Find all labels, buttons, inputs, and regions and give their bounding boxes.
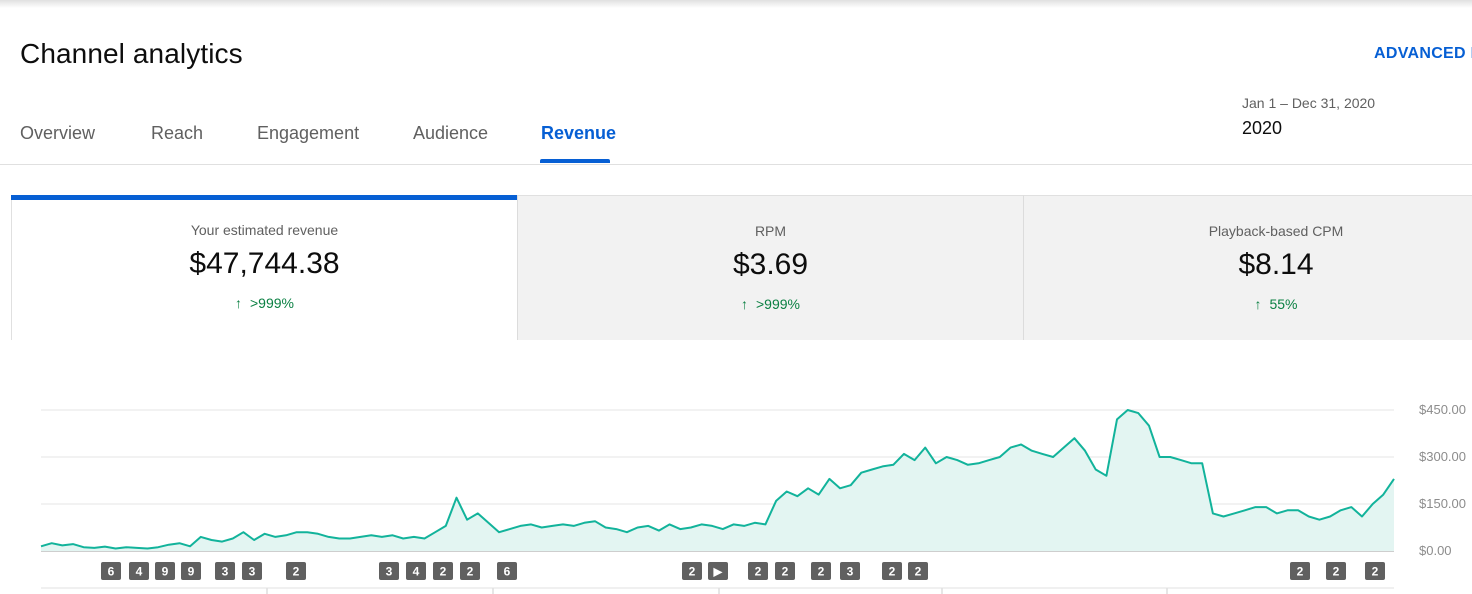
annotation-badge-label: 2 (1333, 565, 1340, 579)
annotation-badge (708, 562, 728, 580)
annotation-badge-label: 6 (504, 565, 511, 579)
metric-change-value: 55% (1269, 296, 1298, 312)
tab-overview[interactable]: Overview (20, 123, 96, 143)
annotation-badge-label: ▶ (713, 565, 723, 579)
date-picker-value[interactable]: 2020 (1242, 118, 1283, 138)
annotation-badge-label: 3 (222, 565, 229, 579)
annotation-badge (497, 562, 517, 580)
annotation-badge (1326, 562, 1346, 580)
metric-value: $8.14 (1238, 248, 1314, 281)
tab-engagement[interactable]: Engagement (257, 123, 360, 143)
active-tab-indicator (540, 159, 610, 163)
annotation-badge-label: 2 (889, 565, 896, 579)
y-tick-label: $300.00 (1419, 449, 1466, 464)
annotation-badge-label: 6 (108, 565, 115, 579)
annotation-badge (811, 562, 831, 580)
tab-divider (0, 164, 1472, 165)
annotation-badge-label: 2 (818, 565, 825, 579)
annotation-badge (682, 562, 702, 580)
annotation-badge (406, 562, 426, 580)
tab-revenue[interactable]: Revenue (541, 123, 617, 143)
metric-value: $47,744.38 (189, 247, 340, 280)
metric-value: $3.69 (732, 248, 809, 281)
annotation-badge-label: 2 (915, 565, 922, 579)
annotation-badge-label: 4 (413, 565, 420, 579)
annotation-badge (460, 562, 480, 580)
y-tick-label: $150.00 (1419, 496, 1466, 511)
page-title: Channel analytics (20, 38, 243, 69)
annotation-badge (840, 562, 860, 580)
annotation-badge (379, 562, 399, 580)
annotation-badge-label: 2 (755, 565, 762, 579)
annotation-badge (242, 562, 262, 580)
metric-change: ↑ >999% (12, 295, 517, 311)
annotation-badge (129, 562, 149, 580)
annotation-badge (155, 562, 175, 580)
tab-reach[interactable]: Reach (151, 123, 204, 143)
annotation-badge-label: 2 (440, 565, 447, 579)
annotation-badge (1365, 562, 1385, 580)
series-line (40, 409, 1395, 550)
annotation-badge (215, 562, 235, 580)
annotation-badge (775, 562, 795, 580)
annotation-badge-label: 2 (782, 565, 789, 579)
metric-change: ↑ 55% (1024, 296, 1472, 312)
annotation-badge-label: 2 (293, 565, 300, 579)
annotation-badge (181, 562, 201, 580)
annotation-badge-label: 2 (1297, 565, 1304, 579)
annotation-badge-label: 4 (136, 565, 143, 579)
top-shadow (0, 0, 1472, 8)
arrow-up-icon: ↑ (741, 296, 748, 312)
arrow-up-icon: ↑ (1254, 296, 1262, 312)
advanced-mode-link[interactable]: ADVANCED I (1374, 45, 1472, 62)
annotation-badge (1290, 562, 1310, 580)
metric-card-rpm[interactable]: RPM $3.69 ↑ >999% (517, 195, 1023, 340)
metric-change: ↑ >999% (518, 296, 1023, 312)
revenue-chart: $0.00 $150.00 $300.00 $450.00 6 4 9 9 3 3 2 3 4 2 2 6 2 ▶… (0, 340, 1472, 594)
annotation-badge-label: 2 (689, 565, 696, 579)
tab-audience[interactable]: Audience (413, 123, 489, 143)
series-area (41, 410, 1394, 551)
annotation-badge (908, 562, 928, 580)
revenue-chart-svg: $0.00 $150.00 $300.00 $450.00 6 4 9 9 3 3 2 3 4 2 2 6 2 ▶… (40, 402, 1466, 594)
metric-label: RPM (754, 223, 787, 239)
metric-change-value: >999% (756, 296, 800, 312)
annotation-badge (882, 562, 902, 580)
arrow-up-icon: ↑ (235, 295, 242, 311)
annotation-badge-label: 2 (467, 565, 474, 579)
annotation-badge-label: 3 (249, 565, 256, 579)
metric-label: Your estimated revenue (190, 222, 339, 238)
annotation-badge (286, 562, 306, 580)
metric-change-value: >999% (250, 295, 294, 311)
metric-card-cpm[interactable]: Playback-based CPM $8.14 ↑ 55% (1023, 195, 1472, 340)
annotation-badge-label: 9 (162, 565, 169, 579)
date-range-text[interactable]: Jan 1 – Dec 31, 2020 (1242, 95, 1376, 111)
selected-metric-indicator (11, 195, 518, 200)
metric-label: Playback-based CPM (1208, 223, 1344, 239)
annotation-badge (748, 562, 768, 580)
annotation-badge-label: 9 (188, 565, 195, 579)
tab-bar: Overview Reach Engagement Audience Reven… (0, 118, 1472, 164)
metric-cards: Your estimated revenue $47,744.38 ↑ >999%… (11, 195, 1472, 340)
y-tick-label: $0.00 (1419, 543, 1452, 558)
metric-card-revenue[interactable]: Your estimated revenue $47,744.38 ↑ >999% (11, 195, 518, 340)
annotation-badge-label: 3 (386, 565, 393, 579)
y-tick-label: $450.00 (1419, 402, 1466, 417)
annotation-badge (101, 562, 121, 580)
annotation-badge (433, 562, 453, 580)
annotation-badge-label: 2 (1372, 565, 1379, 579)
annotation-badge-label: 3 (847, 565, 854, 579)
